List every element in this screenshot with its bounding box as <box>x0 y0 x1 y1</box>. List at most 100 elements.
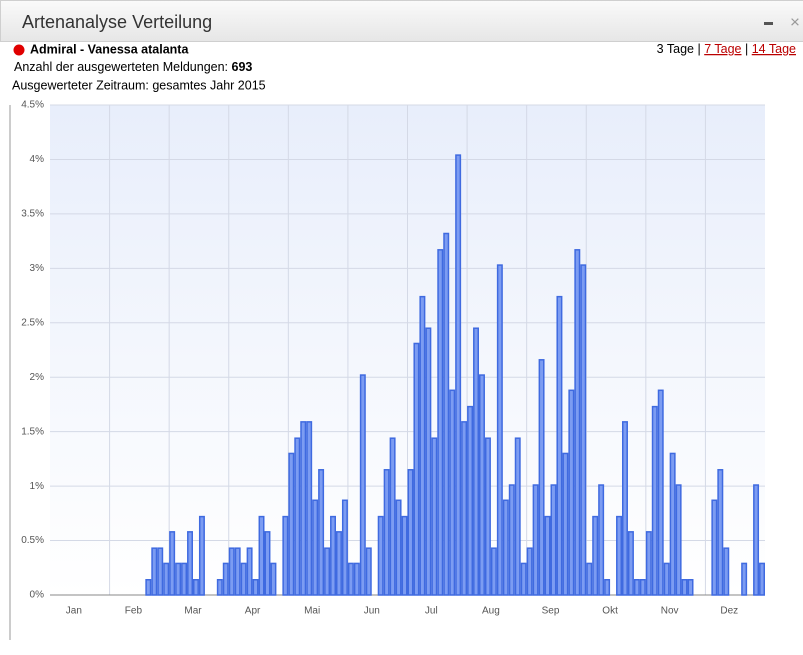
bar <box>216 579 223 596</box>
bar <box>258 515 265 596</box>
bar <box>324 547 331 596</box>
bar <box>353 562 360 596</box>
x-tick-label: Feb <box>125 606 143 617</box>
range-link[interactable]: 7 Tage <box>704 42 741 56</box>
bar <box>341 499 348 596</box>
bar <box>330 515 336 596</box>
y-tick-label: 2% <box>30 372 45 383</box>
bar <box>663 562 670 596</box>
bar <box>657 389 664 596</box>
y-tick-label: 1% <box>30 481 45 492</box>
bar <box>145 579 152 596</box>
range-links: 3 Tage | 7 Tage | 14 Tage <box>657 42 796 56</box>
bar <box>627 531 634 596</box>
species-name: Admiral - Vanessa atalanta <box>30 42 189 56</box>
y-tick-label: 3.5% <box>21 209 44 220</box>
count-value: 693 <box>232 60 253 74</box>
bar <box>175 562 182 596</box>
bar <box>401 515 408 596</box>
y-tick-label: 4.5% <box>21 100 44 111</box>
widget-title: Artenanalyse Verteilung <box>22 12 212 32</box>
y-tick-label: 1.5% <box>21 426 44 437</box>
bar <box>443 232 450 596</box>
bar <box>532 484 539 596</box>
x-tick-label: Dez <box>720 606 738 617</box>
bar <box>574 249 581 596</box>
bar <box>556 295 563 596</box>
bar <box>544 515 551 596</box>
bar <box>717 469 724 596</box>
bar <box>741 562 748 596</box>
bar <box>383 469 390 596</box>
bar <box>365 547 372 596</box>
bar <box>598 484 605 596</box>
y-tick-label: 0.5% <box>21 535 44 546</box>
bar <box>395 499 402 596</box>
bar <box>633 579 640 596</box>
bar <box>514 437 521 596</box>
x-tick-label: Jul <box>425 606 438 617</box>
bar <box>312 499 319 596</box>
bar <box>240 562 247 596</box>
bar <box>193 579 199 596</box>
bar <box>616 515 623 596</box>
x-tick-label: Okt <box>602 606 618 617</box>
bar <box>639 579 646 596</box>
bar <box>723 547 730 596</box>
range-current: 3 Tage <box>657 42 694 56</box>
bar <box>407 469 414 596</box>
bar <box>437 249 444 596</box>
separator: | <box>745 42 748 56</box>
bar <box>467 405 474 596</box>
bar <box>222 562 229 596</box>
bar <box>502 499 509 596</box>
bar <box>711 499 718 596</box>
bar <box>592 515 599 596</box>
bar <box>389 437 396 596</box>
x-tick-label: Sep <box>542 606 560 617</box>
bar <box>264 531 271 596</box>
bar <box>568 389 575 596</box>
bar <box>490 547 497 596</box>
bar <box>306 421 313 596</box>
y-tick-label: 4% <box>30 154 45 165</box>
y-tick-label: 0% <box>30 590 45 601</box>
separator: | <box>697 42 700 56</box>
bar <box>645 531 652 596</box>
bar <box>347 562 354 596</box>
bar <box>496 264 503 596</box>
bar <box>198 515 205 596</box>
bar <box>318 469 325 596</box>
bar <box>413 342 420 596</box>
bar <box>419 295 426 596</box>
bar <box>687 579 694 596</box>
period: Ausgewerteter Zeitraum: gesamtes Jahr 20… <box>12 78 266 92</box>
title-bar <box>0 0 803 42</box>
bar <box>759 562 766 596</box>
bar <box>431 437 438 596</box>
range-link[interactable]: 14 Tage <box>752 42 796 56</box>
bar <box>163 562 170 596</box>
bar <box>586 562 593 596</box>
count-label: Anzahl der ausgewerteten Meldungen: <box>14 60 228 74</box>
count-line: Anzahl der ausgewerteten Meldungen: 693 <box>14 60 252 74</box>
bar <box>169 531 176 596</box>
bar <box>473 327 479 596</box>
bar <box>228 547 235 596</box>
bar <box>246 547 253 596</box>
species-dot <box>13 44 25 56</box>
bar <box>479 374 485 596</box>
bar <box>526 547 533 596</box>
bar <box>151 547 158 596</box>
bar <box>288 452 295 596</box>
bar <box>669 452 676 596</box>
x-tick-label: Mar <box>184 606 202 617</box>
bar <box>455 154 462 596</box>
y-tick-label: 3% <box>30 263 45 274</box>
minimize-button[interactable] <box>764 22 773 25</box>
close-button[interactable]: × <box>790 12 800 31</box>
bar <box>520 562 527 596</box>
bar <box>234 547 241 596</box>
bar <box>187 531 194 596</box>
